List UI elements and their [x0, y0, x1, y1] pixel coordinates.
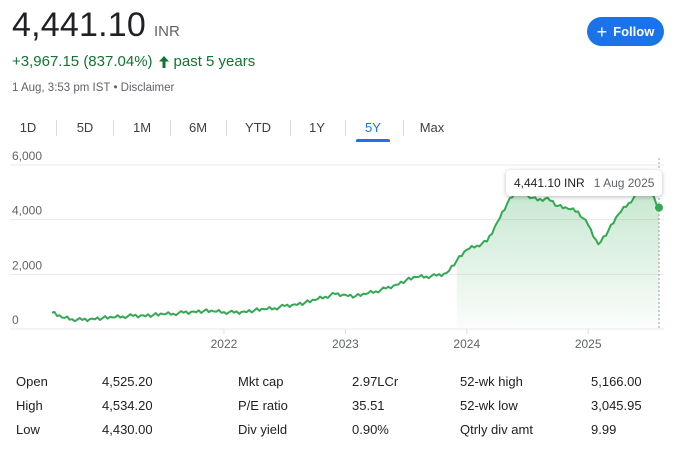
stat-label: Mkt cap [238, 374, 284, 389]
current-price: 4,441.10 [12, 6, 146, 44]
tab-ytd[interactable]: YTD [245, 119, 271, 135]
tab-divider [170, 120, 171, 136]
tab-6m[interactable]: 6M [188, 119, 208, 135]
stat-value: 35.51 [352, 398, 385, 413]
arrow-up-icon [158, 55, 169, 68]
stat-label: 52-wk high [460, 374, 523, 389]
stat-value: 9.99 [591, 422, 617, 437]
timestamp: 1 Aug, 3:53 pm IST [12, 82, 111, 94]
y-tick-label: 2,000 [12, 258, 42, 272]
tab-1m[interactable]: 1M [132, 119, 152, 135]
y-tick-label: 4,000 [12, 204, 42, 218]
stat-value: 2.97LCr [352, 374, 399, 389]
y-tick-label: 6,000 [12, 149, 42, 163]
tooltip-value: 4,441.10 INR [514, 176, 585, 190]
stat-label: Low [16, 422, 40, 437]
change-value: +3,967.15 (837.04%) [12, 53, 153, 70]
price-chart[interactable]: 2022 2023 2024 2025 6,000 4,000 2,000 0 [0, 148, 673, 360]
stats-row: High 4,534.20 P/E ratio 35.51 52-wk low … [0, 394, 673, 416]
stat-label: Open [16, 374, 48, 389]
stat-value: 4,525.20 [102, 374, 153, 389]
price-line [51, 186, 660, 323]
stat-value: 5,166.00 [591, 374, 642, 389]
follow-label: Follow [613, 24, 655, 39]
tab-divider [290, 120, 291, 136]
stats-row: Low 4,430.00 Div yield 0.90% Qtrly div a… [0, 418, 673, 440]
disclaimer-link[interactable]: Disclaimer [120, 82, 175, 94]
y-tick-label: 0 [12, 313, 19, 327]
tab-1d[interactable]: 1D [19, 119, 37, 135]
tab-5y[interactable]: 5Y [356, 112, 390, 142]
tooltip-date: 1 Aug 2025 [593, 176, 655, 190]
tab-max[interactable]: Max [419, 119, 445, 135]
x-tick-label: 2024 [453, 337, 480, 351]
tab-5d[interactable]: 5D [76, 119, 94, 135]
tab-divider [345, 120, 346, 136]
stat-label: P/E ratio [238, 398, 288, 413]
x-tick-label: 2023 [332, 337, 359, 351]
stat-value: 4,534.20 [102, 398, 153, 413]
tab-divider [113, 120, 114, 136]
stat-label: Div yield [238, 422, 288, 437]
separator: • [110, 82, 121, 94]
stats-row: Open 4,525.20 Mkt cap 2.97LCr 52-wk high… [0, 370, 673, 392]
current-point [655, 203, 663, 212]
chart-tooltip: 4,441.10 INR 1 Aug 2025 [506, 170, 663, 196]
stat-label: High [16, 398, 43, 413]
x-tick-label: 2025 [575, 337, 602, 351]
stat-value: 4,430.00 [102, 422, 153, 437]
x-tick-label: 2022 [211, 337, 238, 351]
tab-1y[interactable]: 1Y [309, 119, 325, 135]
timestamp-line: 1 Aug, 3:53 pm IST • Disclaimer [12, 82, 174, 94]
price-header: 4,441.10 INR [12, 6, 180, 45]
period-label: past 5 years [173, 53, 256, 70]
stat-value: 0.90% [352, 422, 389, 437]
stat-value: 3,045.95 [591, 398, 642, 413]
follow-button[interactable]: + Follow [587, 17, 664, 46]
area-fill [456, 187, 659, 329]
stat-label: 52-wk low [460, 398, 518, 413]
price-change: +3,967.15 (837.04%) past 5 years [12, 53, 255, 70]
stat-label: Qtrly div amt [460, 422, 533, 437]
tab-divider [226, 120, 227, 136]
range-tabs: 1D 5D 1M 6M YTD 1Y 5Y Max [0, 112, 673, 144]
currency-label: INR [153, 23, 180, 40]
tab-divider [403, 120, 404, 136]
tab-divider [56, 120, 57, 136]
plus-icon: + [596, 21, 608, 42]
